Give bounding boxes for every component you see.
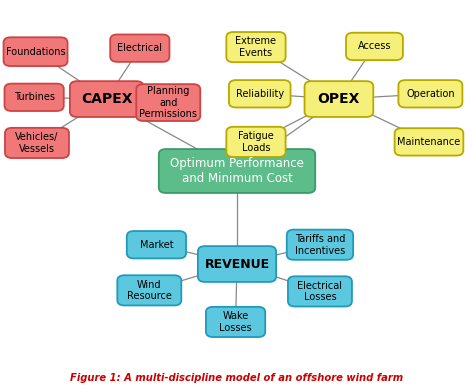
Text: Fatigue
Loads: Fatigue Loads xyxy=(238,131,274,152)
FancyBboxPatch shape xyxy=(229,80,291,108)
FancyBboxPatch shape xyxy=(4,83,64,111)
Text: Planning
and
Permissions: Planning and Permissions xyxy=(139,86,197,119)
Text: Reliability: Reliability xyxy=(236,89,284,99)
FancyBboxPatch shape xyxy=(398,80,462,108)
FancyBboxPatch shape xyxy=(227,32,285,62)
Text: Vehicles/
Vessels: Vehicles/ Vessels xyxy=(15,132,59,154)
FancyBboxPatch shape xyxy=(159,149,315,193)
FancyBboxPatch shape xyxy=(287,230,353,260)
FancyBboxPatch shape xyxy=(394,128,464,156)
FancyBboxPatch shape xyxy=(198,246,276,282)
FancyBboxPatch shape xyxy=(3,37,67,66)
FancyBboxPatch shape xyxy=(227,127,285,157)
Text: Market: Market xyxy=(140,240,173,250)
Text: Maintenance: Maintenance xyxy=(397,137,461,147)
FancyBboxPatch shape xyxy=(117,275,181,305)
Text: Access: Access xyxy=(358,41,391,51)
Text: Figure 1: A multi-discipline model of an offshore wind farm: Figure 1: A multi-discipline model of an… xyxy=(71,373,403,383)
Text: Wind
Resource: Wind Resource xyxy=(127,280,172,301)
Text: Operation: Operation xyxy=(406,89,455,99)
Text: Electrical: Electrical xyxy=(118,43,162,53)
Text: Foundations: Foundations xyxy=(6,47,65,57)
FancyBboxPatch shape xyxy=(136,84,200,121)
FancyBboxPatch shape xyxy=(346,33,403,60)
Text: REVENUE: REVENUE xyxy=(204,257,270,271)
FancyBboxPatch shape xyxy=(5,128,69,158)
Text: Optimum Performance
and Minimum Cost: Optimum Performance and Minimum Cost xyxy=(170,157,304,185)
Text: Extreme
Events: Extreme Events xyxy=(236,36,276,58)
Text: Electrical
Losses: Electrical Losses xyxy=(298,281,342,302)
Text: Wake
Losses: Wake Losses xyxy=(219,311,252,333)
FancyBboxPatch shape xyxy=(127,231,186,259)
FancyBboxPatch shape xyxy=(70,81,143,117)
FancyBboxPatch shape xyxy=(304,81,373,117)
Text: OPEX: OPEX xyxy=(318,92,360,106)
FancyBboxPatch shape xyxy=(206,307,265,337)
Text: Tariffs and
Incentives: Tariffs and Incentives xyxy=(295,234,345,255)
FancyBboxPatch shape xyxy=(110,34,169,62)
Text: CAPEX: CAPEX xyxy=(81,92,132,106)
FancyBboxPatch shape xyxy=(288,276,352,307)
Text: Turbines: Turbines xyxy=(14,92,55,102)
